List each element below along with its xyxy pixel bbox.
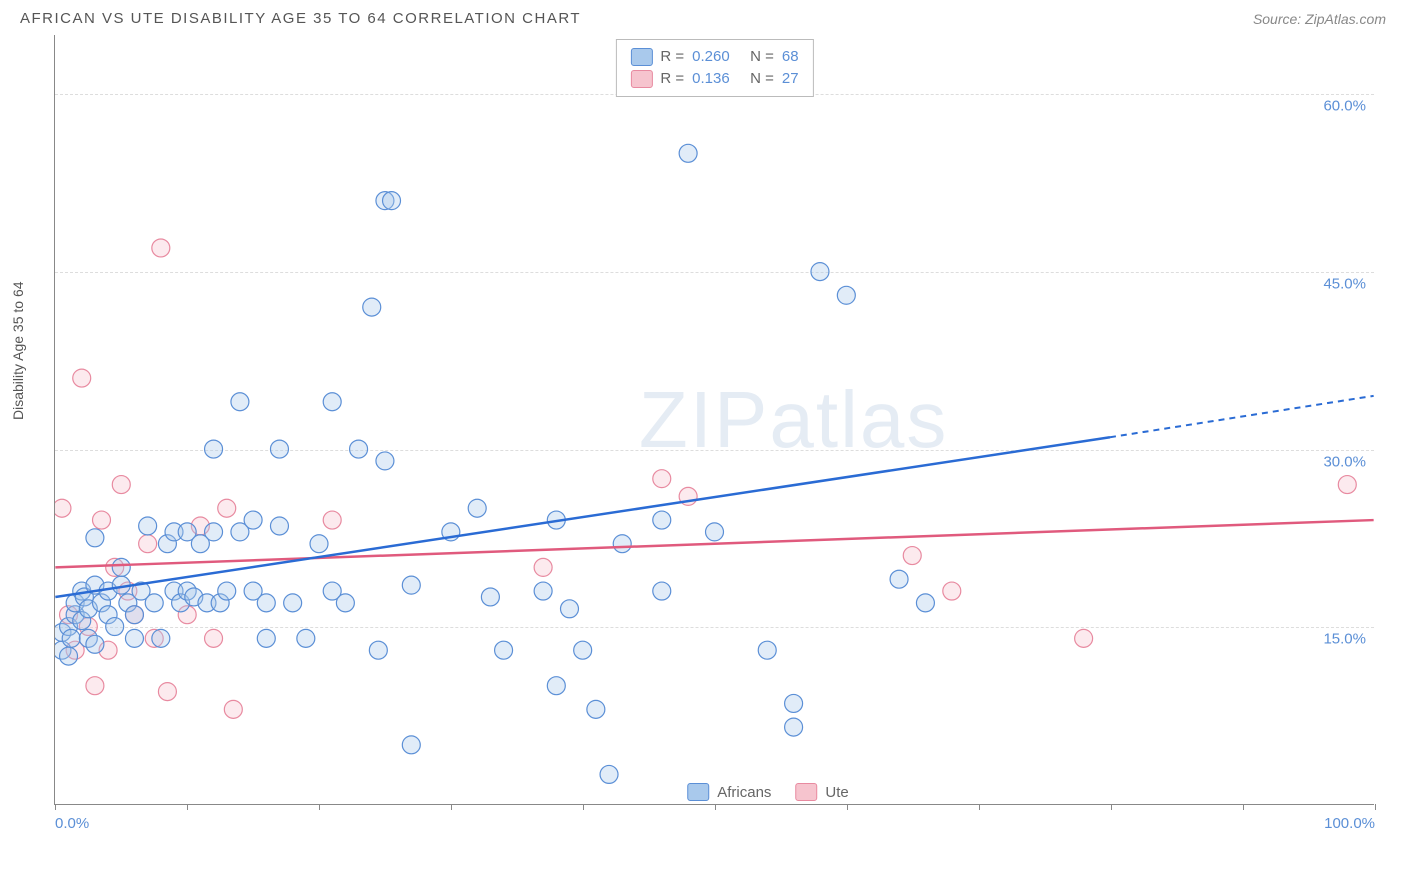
- scatter-point: [785, 718, 803, 736]
- scatter-point: [106, 618, 124, 636]
- scatter-point: [495, 641, 513, 659]
- y-axis-label: Disability Age 35 to 64: [10, 281, 26, 420]
- scatter-point: [323, 393, 341, 411]
- scatter-point: [468, 499, 486, 517]
- trend-line-dashed: [1110, 396, 1374, 437]
- legend-ute-n: 27: [782, 68, 799, 90]
- scatter-point: [139, 535, 157, 553]
- plot-svg: [55, 35, 1374, 804]
- scatter-point: [1338, 476, 1356, 494]
- legend-row-africans: R = 0.260 N = 68: [630, 46, 798, 68]
- scatter-point: [890, 570, 908, 588]
- scatter-point: [653, 582, 671, 600]
- scatter-plot-area: ZIPatlas R = 0.260 N = 68 R = 0.136 N = …: [54, 35, 1374, 805]
- legend-n-label: N =: [750, 68, 774, 90]
- scatter-point: [310, 535, 328, 553]
- scatter-point: [811, 263, 829, 281]
- xtick: [55, 804, 56, 810]
- scatter-point: [257, 629, 275, 647]
- source-attribution: Source: ZipAtlas.com: [1253, 11, 1386, 27]
- scatter-point: [73, 369, 91, 387]
- legend-r-label: R =: [660, 46, 684, 68]
- scatter-point: [152, 239, 170, 257]
- legend-africans-n: 68: [782, 46, 799, 68]
- scatter-point: [86, 677, 104, 695]
- scatter-point: [587, 700, 605, 718]
- scatter-point: [224, 700, 242, 718]
- scatter-point: [55, 499, 71, 517]
- scatter-point: [112, 476, 130, 494]
- scatter-point: [323, 511, 341, 529]
- scatter-point: [574, 641, 592, 659]
- legend-row-ute: R = 0.136 N = 27: [630, 68, 798, 90]
- swatch-ute: [630, 70, 652, 88]
- scatter-point: [297, 629, 315, 647]
- scatter-point: [547, 677, 565, 695]
- scatter-point: [561, 600, 579, 618]
- scatter-point: [376, 452, 394, 470]
- scatter-point: [145, 594, 163, 612]
- legend-n-label: N =: [750, 46, 774, 68]
- scatter-point: [218, 499, 236, 517]
- scatter-point: [62, 629, 80, 647]
- xtick-label: 0.0%: [55, 815, 89, 832]
- scatter-point: [86, 529, 104, 547]
- scatter-point: [653, 511, 671, 529]
- scatter-point: [653, 470, 671, 488]
- xtick-label: 100.0%: [1324, 815, 1375, 832]
- swatch-africans: [630, 48, 652, 66]
- scatter-point: [534, 582, 552, 600]
- scatter-point: [1075, 629, 1093, 647]
- scatter-point: [679, 144, 697, 162]
- scatter-point: [60, 647, 78, 665]
- scatter-point: [785, 694, 803, 712]
- scatter-point: [481, 588, 499, 606]
- scatter-point: [402, 576, 420, 594]
- scatter-point: [270, 517, 288, 535]
- scatter-point: [152, 629, 170, 647]
- source-prefix: Source:: [1253, 11, 1305, 27]
- scatter-point: [125, 606, 143, 624]
- scatter-point: [93, 511, 111, 529]
- source-name: ZipAtlas.com: [1305, 11, 1386, 27]
- scatter-point: [402, 736, 420, 754]
- scatter-point: [903, 547, 921, 565]
- legend-africans-r: 0.260: [692, 46, 742, 68]
- scatter-point: [257, 594, 275, 612]
- scatter-point: [534, 558, 552, 576]
- scatter-point: [86, 635, 104, 653]
- scatter-point: [112, 558, 130, 576]
- legend-ute-r: 0.136: [692, 68, 742, 90]
- trend-line: [55, 437, 1110, 597]
- legend-correlation-box: R = 0.260 N = 68 R = 0.136 N = 27: [615, 39, 813, 97]
- scatter-point: [205, 629, 223, 647]
- scatter-point: [600, 765, 618, 783]
- scatter-point: [231, 393, 249, 411]
- scatter-point: [613, 535, 631, 553]
- scatter-point: [336, 594, 354, 612]
- scatter-point: [383, 192, 401, 210]
- scatter-point: [244, 511, 262, 529]
- scatter-point: [158, 683, 176, 701]
- scatter-point: [139, 517, 157, 535]
- scatter-point: [706, 523, 724, 541]
- scatter-point: [270, 440, 288, 458]
- scatter-point: [758, 641, 776, 659]
- scatter-point: [350, 440, 368, 458]
- legend-r-label: R =: [660, 68, 684, 90]
- scatter-point: [218, 582, 236, 600]
- scatter-point: [284, 594, 302, 612]
- scatter-point: [369, 641, 387, 659]
- scatter-point: [916, 594, 934, 612]
- scatter-point: [837, 286, 855, 304]
- scatter-point: [363, 298, 381, 316]
- scatter-point: [205, 523, 223, 541]
- scatter-point: [125, 629, 143, 647]
- scatter-point: [205, 440, 223, 458]
- scatter-point: [943, 582, 961, 600]
- chart-title: AFRICAN VS UTE DISABILITY AGE 35 TO 64 C…: [20, 10, 581, 27]
